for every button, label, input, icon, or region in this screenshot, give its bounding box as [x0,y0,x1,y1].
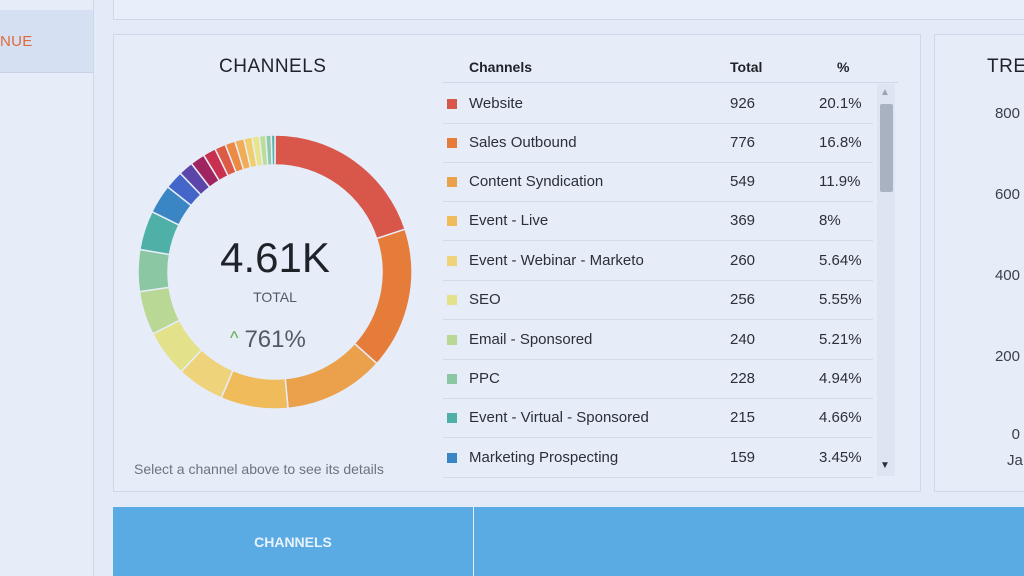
color-swatch [447,99,457,109]
channel-percent: 4.94% [819,370,862,387]
color-swatch [447,216,457,226]
channel-total: 926 [730,95,756,112]
channel-total: 260 [730,252,756,269]
trend-card [934,34,1024,492]
top-panel [113,0,1024,20]
channels-donut-chart [137,134,413,410]
table-row[interactable]: SEO 256 5.55% [443,280,873,320]
total-value: 4.61K [220,234,330,281]
channel-name: Event - Virtual - Sponsored [469,409,649,426]
total-label: TOTAL [253,289,297,305]
sidebar-item-label: NUE [0,33,33,50]
y-axis-tick: 800 [994,105,1020,122]
color-swatch [447,413,457,423]
channel-total: 159 [730,449,756,466]
table-row[interactable]: Event - Virtual - Sponsored 215 4.66% [443,398,873,438]
y-axis-tick: 0 [1011,426,1020,443]
table-row[interactable]: Sales Outbound 776 16.8% [443,123,873,163]
scrollbar-thumb[interactable] [880,104,893,192]
channel-percent: 16.8% [819,134,862,151]
change-value: 761% [244,326,306,353]
donut-segment[interactable] [270,134,276,166]
channel-name: SEO [469,291,501,308]
channel-percent: 5.64% [819,252,862,269]
y-axis-tick: 600 [994,186,1020,203]
y-axis-tick: 200 [994,348,1020,365]
channel-percent: 20.1% [819,95,862,112]
channel-total: 256 [730,291,756,308]
change-indicator: ^ 761% [230,326,306,354]
column-header-channels[interactable]: Channels [469,59,533,75]
channel-name: Event - Live [469,212,549,229]
channel-total: 549 [730,173,756,190]
channel-name: Sales Outbound [469,134,577,151]
channel-name: Marketing Prospecting [469,449,619,466]
table-row[interactable]: Website 926 20.1% [443,84,873,124]
channel-name: Website [469,95,523,112]
channel-total: 369 [730,212,756,229]
channel-total: 215 [730,409,756,426]
channel-name: PPC [469,370,500,387]
scroll-down-icon[interactable]: ▼ [880,460,890,471]
x-axis-tick: Ja [1007,452,1023,469]
column-divider [473,507,474,576]
color-swatch [447,295,457,305]
donut-segment[interactable] [274,134,407,240]
y-axis-tick: 400 [994,267,1020,284]
select-channel-hint: Select a channel above to see its detail… [134,461,384,477]
column-header-channels-bottom[interactable]: CHANNELS [254,534,332,550]
color-swatch [447,256,457,266]
channels-card-title: CHANNELS [219,56,327,77]
channel-total: 776 [730,134,756,151]
color-swatch [447,177,457,187]
table-row[interactable]: Content Syndication 549 11.9% [443,162,873,202]
sidebar: NUE [0,0,94,576]
donut-segment[interactable] [137,248,171,293]
color-swatch [447,374,457,384]
trend-card-title: TRE [987,56,1024,77]
channels-card [113,34,921,492]
table-row[interactable]: Event - Live 369 8% [443,201,873,241]
channels-table-header-bar [113,507,1024,576]
table-header: Channels Total % [443,52,898,83]
channel-percent: 8% [819,212,841,229]
channel-name: Event - Webinar - Marketo [469,252,644,269]
table-row[interactable]: PPC 228 4.94% [443,359,873,399]
column-header-total[interactable]: Total [730,59,763,75]
channel-percent: 3.45% [819,449,862,466]
channel-percent: 4.66% [819,409,862,426]
channel-percent: 5.55% [819,291,862,308]
table-row[interactable]: Marketing Prospecting 159 3.45% [443,438,873,478]
sidebar-item-revenue[interactable] [0,10,93,73]
donut-segment[interactable] [353,228,413,365]
color-swatch [447,453,457,463]
channel-total: 240 [730,331,756,348]
channel-percent: 5.21% [819,331,862,348]
table-row[interactable]: Event - Webinar - Marketo 260 5.64% [443,241,873,281]
chevron-up-icon: ^ [230,328,239,348]
column-header-percent[interactable]: % [837,59,850,75]
color-swatch [447,138,457,148]
channel-name: Email - Sponsored [469,331,593,348]
scroll-up-icon[interactable]: ▲ [880,87,890,98]
channel-percent: 11.9% [819,173,861,190]
color-swatch [447,335,457,345]
channel-name: Content Syndication [469,173,604,190]
table-row[interactable]: Email - Sponsored 240 5.21% [443,320,873,360]
channel-total: 228 [730,370,756,387]
